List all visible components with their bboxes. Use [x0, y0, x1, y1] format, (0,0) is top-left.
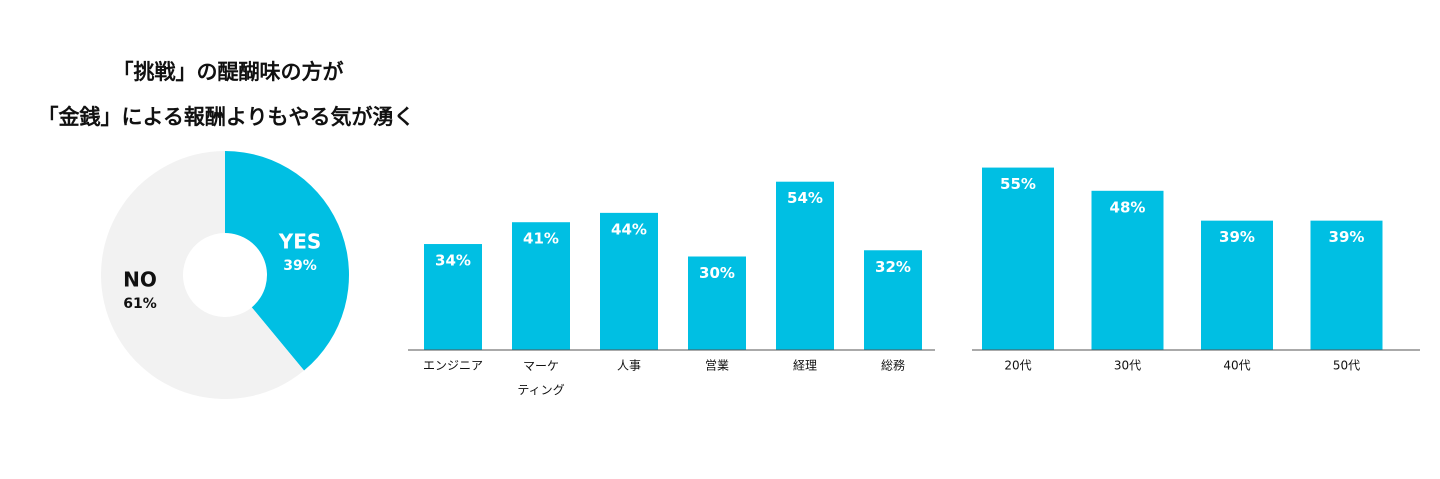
title-line: 「金銭」による報酬よりもやる気が湧く	[38, 105, 415, 129]
value-label: 34%	[435, 252, 471, 270]
x-tick-label: 20代	[1004, 359, 1031, 373]
x-tick-label: 40代	[1223, 359, 1250, 373]
value-label: 54%	[787, 189, 823, 207]
value-label: 32%	[875, 258, 911, 276]
x-tick-label: エンジニア	[423, 359, 483, 373]
bar	[600, 212, 658, 350]
pie-slice	[100, 151, 305, 399]
value-label: 39%	[1329, 228, 1365, 246]
bar	[1201, 220, 1273, 350]
pie-slice	[225, 151, 349, 371]
x-tick-label: 人事	[617, 359, 641, 373]
bar	[864, 250, 922, 350]
bar	[424, 244, 482, 350]
slice-label: YES	[278, 230, 322, 254]
x-tick-label: 50代	[1333, 359, 1360, 373]
x-tick-label: 30代	[1114, 359, 1141, 373]
slice-label: NO	[123, 268, 157, 292]
value-label: 41%	[523, 230, 559, 248]
bar	[982, 167, 1054, 350]
x-tick-label: 経理	[793, 359, 817, 373]
bar	[776, 181, 834, 350]
bar	[1091, 190, 1164, 350]
x-tick-label: 総務	[881, 359, 905, 373]
value-label: 48%	[1110, 198, 1146, 216]
value-label: 30%	[699, 264, 735, 282]
bar	[512, 222, 570, 350]
value-label: 39%	[1219, 228, 1255, 246]
value-label: 44%	[611, 220, 647, 238]
title-line: 「挑戦」の醍醐味の方が	[113, 60, 344, 84]
slice-value-label: 61%	[123, 296, 157, 312]
x-tick-label: 営業	[705, 359, 729, 373]
bar	[1310, 220, 1383, 350]
x-tick-label: マーケティング	[517, 359, 564, 397]
slice-value-label: 39%	[283, 258, 317, 274]
value-label: 55%	[1000, 175, 1036, 193]
bar	[688, 256, 746, 350]
